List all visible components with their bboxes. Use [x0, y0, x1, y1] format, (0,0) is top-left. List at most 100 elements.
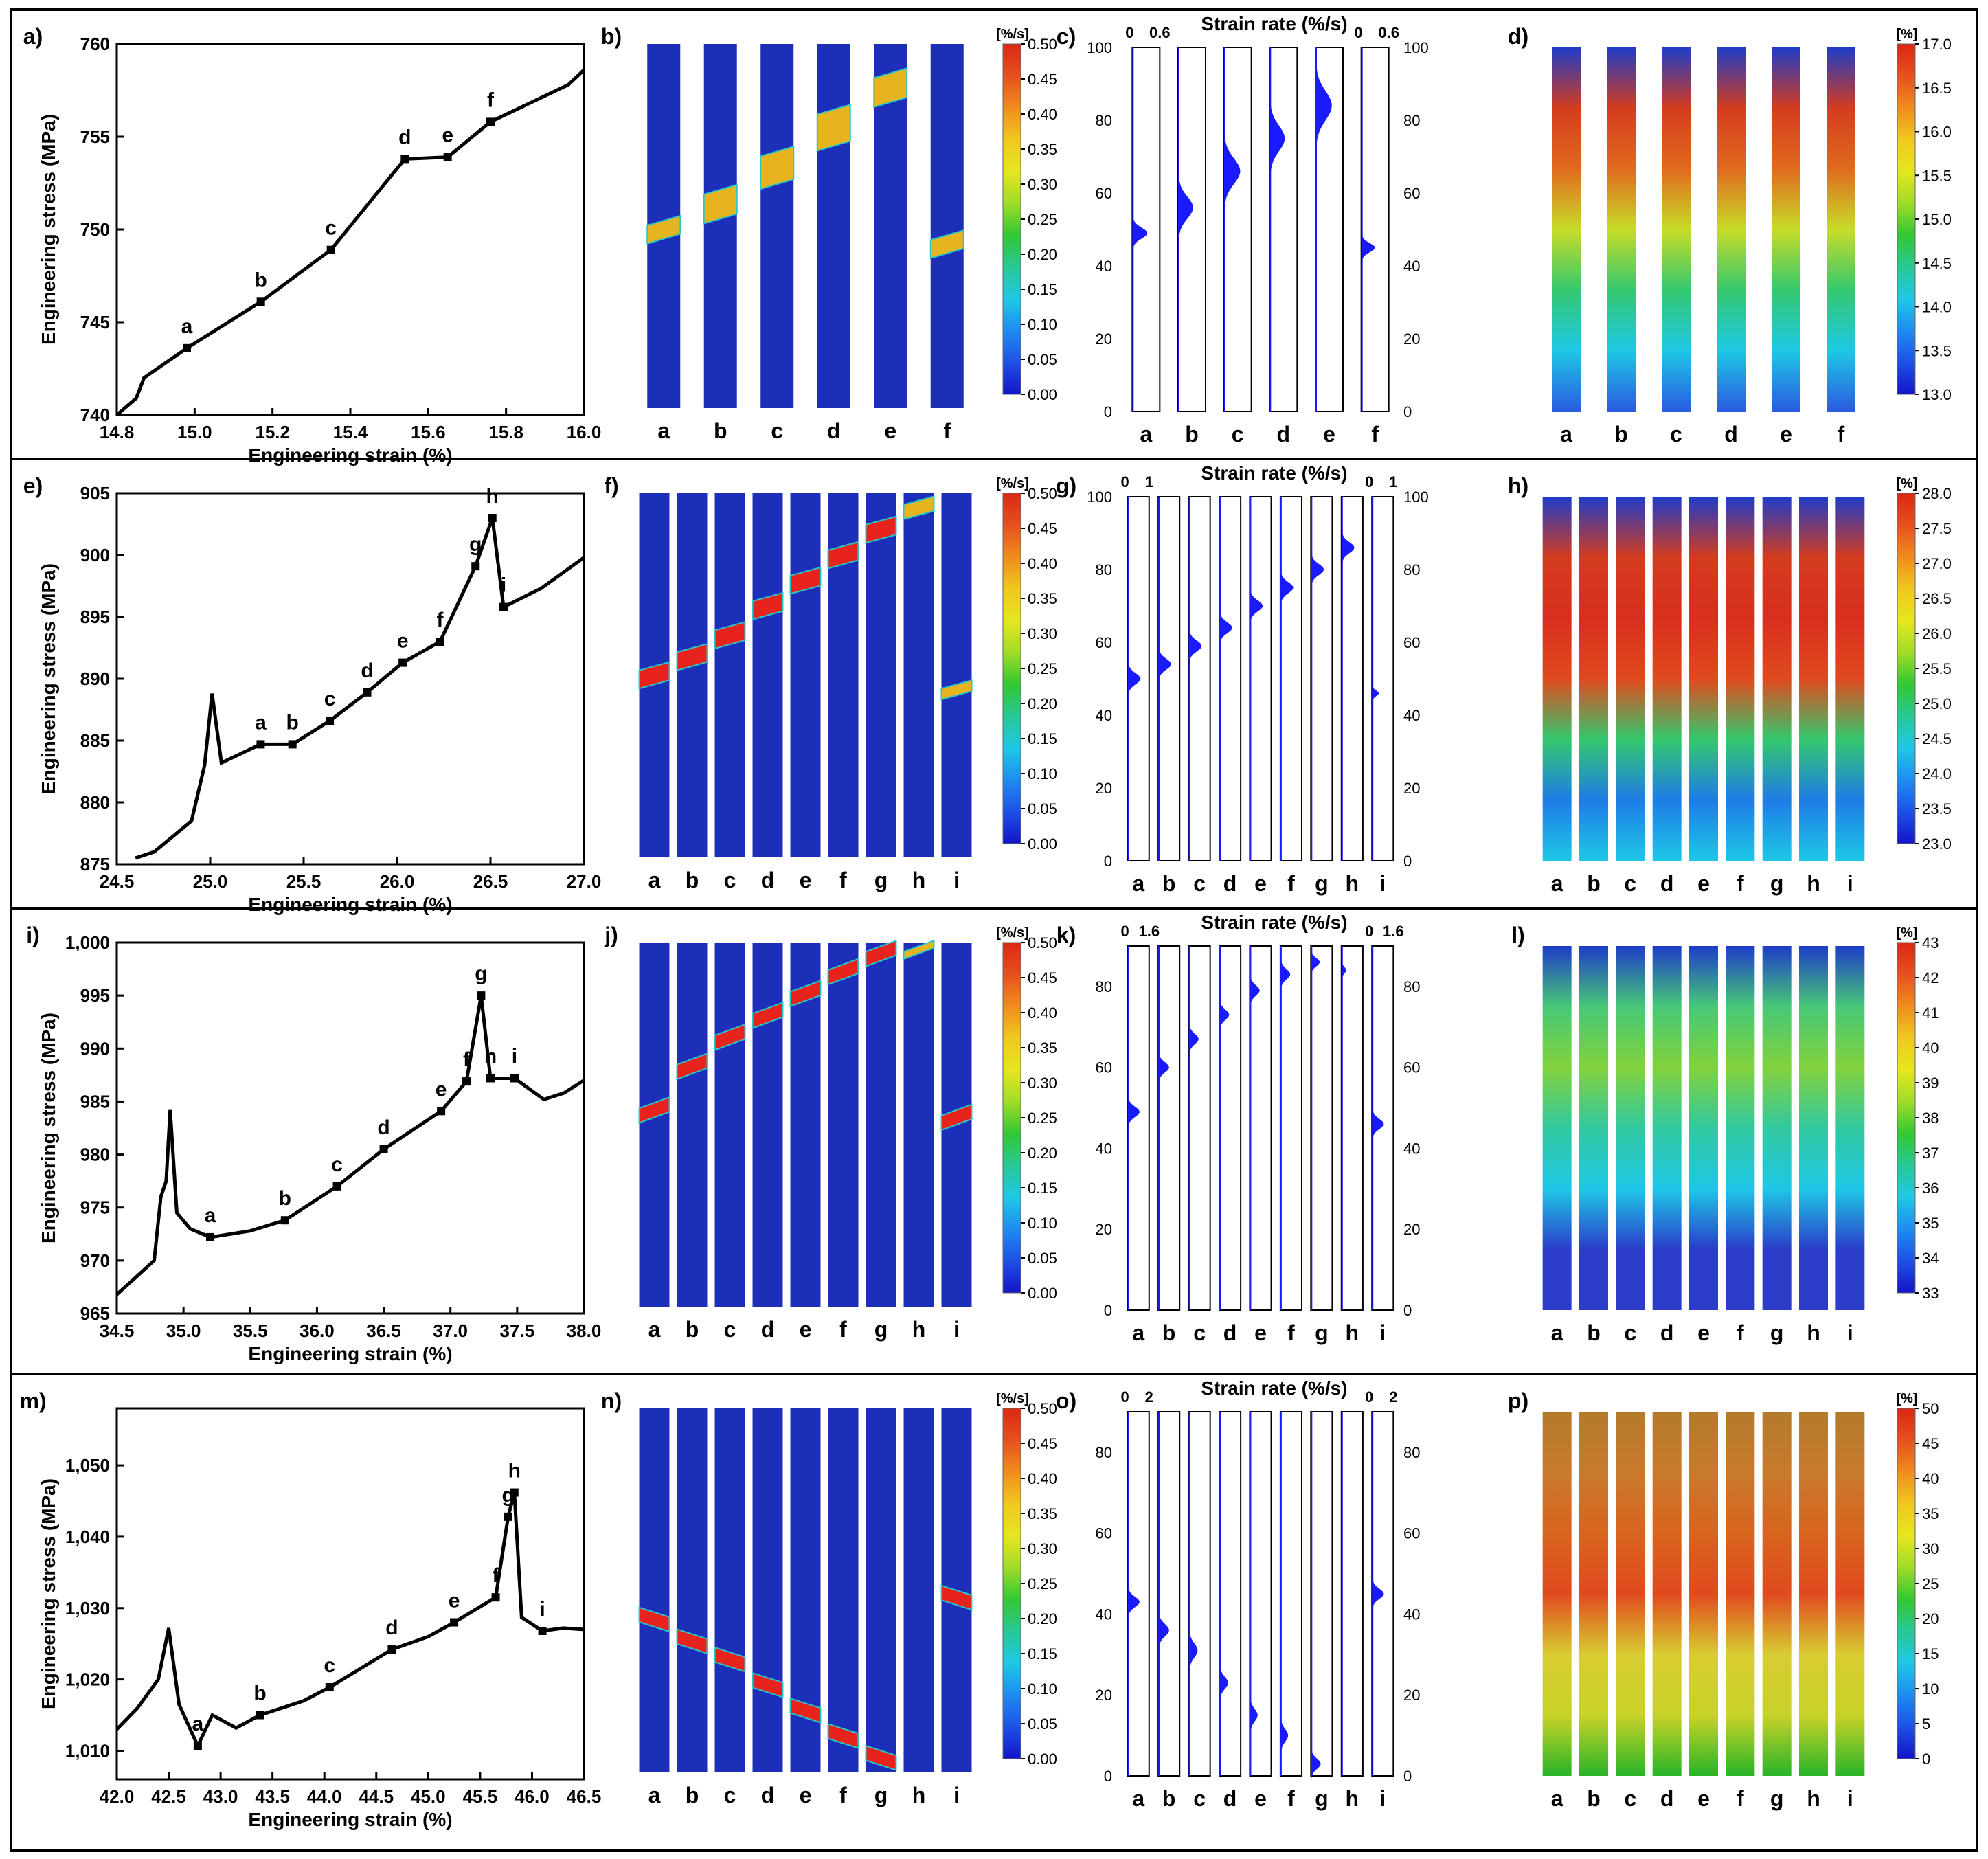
profile-y-label-right: 100: [1403, 488, 1429, 506]
profile-box-i: [1371, 496, 1394, 861]
strain-colorbar-label: 34: [1922, 1250, 1939, 1267]
rate-colorbar-label: 0.25: [1028, 1575, 1057, 1592]
profile-y-label-right: 80: [1403, 112, 1420, 129]
strain-colorbar-label: 43: [1922, 934, 1939, 951]
column-label: h: [912, 868, 926, 892]
stress-strain-chart: 24.5 25.0 25.5 26.0 26.5 27.0 875 880 885 890 895 9…: [23, 473, 602, 915]
strain-strip-g: [1762, 946, 1792, 1310]
y-tick-label: 890: [80, 668, 110, 689]
profile-y-label-right: 40: [1403, 258, 1420, 275]
column-label: e: [800, 1317, 812, 1342]
profile-peak-b: [1179, 153, 1193, 262]
data-point-label: h: [486, 485, 499, 508]
column-label: i: [1847, 871, 1853, 896]
panel-label-curve: e): [23, 473, 43, 498]
profile-y-label-right: 100: [1403, 39, 1429, 56]
data-point-label: c: [324, 1654, 335, 1677]
plot-frame: [115, 1407, 585, 1781]
strain-rate-map: f) a b c d e f g h i [%/s]0.50 0.45 0.40 0.35 0.30 0.25…: [604, 473, 1057, 892]
profile-box-h: [1340, 496, 1364, 861]
data-point-f: [491, 1593, 500, 1602]
rate-colorbar-label: 0.00: [1028, 386, 1057, 403]
strain-colorbar-label: 27.5: [1922, 520, 1952, 537]
profile-box-b: [1157, 945, 1181, 1311]
profile-box-g: [1310, 1411, 1333, 1777]
rate-band-g: [865, 939, 897, 967]
profile-box-c: [1188, 945, 1211, 1311]
column-label: i: [953, 1317, 960, 1342]
profile-y-label: 0: [1104, 1768, 1112, 1785]
stress-curve: [135, 517, 585, 860]
data-point-label: g: [475, 962, 487, 985]
data-point-label: c: [325, 217, 337, 240]
data-point-a: [256, 740, 265, 749]
data-point-a: [183, 343, 191, 352]
rate-band-a: [646, 214, 681, 245]
profile-y-label-right: 0: [1403, 1302, 1412, 1319]
data-point-label: e: [436, 1078, 447, 1101]
rate-colorbar-label: 0.00: [1028, 1750, 1057, 1768]
column-label: h: [1807, 871, 1820, 896]
strain-strip-g: [1762, 1412, 1792, 1776]
profile-y-label-right: 40: [1403, 1606, 1420, 1623]
profile-peak-d: [1220, 989, 1230, 1040]
rate-colorbar-label: 0.15: [1028, 1180, 1057, 1197]
profile-y-label: 60: [1096, 634, 1112, 651]
data-point-label: d: [377, 1116, 389, 1139]
profile-box-b: [1157, 496, 1181, 861]
profile-y-label: 20: [1096, 780, 1112, 797]
strain-colorbar-unit: [%]: [1896, 476, 1917, 491]
panel-label-rate-profile: k): [1057, 923, 1076, 947]
column-label: g: [874, 1317, 888, 1342]
y-tick-label: 995: [80, 985, 110, 1006]
profile-y-label: 60: [1096, 1525, 1112, 1542]
profile-scale-right-max: 1.6: [1383, 923, 1404, 940]
profile-peak-g: [1311, 1738, 1321, 1790]
data-point-label: e: [449, 1590, 460, 1612]
data-point-b: [256, 297, 265, 306]
rate-colorbar-label: 0.35: [1028, 1039, 1057, 1057]
data-point-h: [510, 1488, 519, 1497]
strain-colorbar-label: 40: [1922, 1470, 1939, 1487]
rate-band-f: [929, 229, 964, 260]
x-tick-label: 45.0: [411, 1786, 446, 1807]
strain-strip-c: [1616, 946, 1645, 1310]
column-label: f: [1737, 1786, 1744, 1811]
rate-colorbar-label: 0.50: [1028, 1400, 1057, 1417]
profile-box-c: [1223, 47, 1252, 412]
rate-strip-c: [714, 493, 745, 857]
strain-colorbar-label: 50: [1922, 1400, 1939, 1417]
column-label: i: [1847, 1320, 1853, 1345]
profile-peak-b: [1159, 1599, 1169, 1661]
column-label: i: [1847, 1786, 1853, 1811]
profile-box-h: [1340, 1411, 1364, 1777]
column-label: d: [1660, 1320, 1674, 1345]
y-tick-label: 740: [80, 405, 110, 425]
y-tick-label: 1,050: [65, 1455, 110, 1476]
data-point-b: [280, 1216, 289, 1225]
profile-peak-f: [1362, 225, 1375, 271]
profile-y-label-right: 20: [1403, 330, 1420, 348]
plot-frame: [115, 492, 585, 866]
strain-strip-c: [1616, 497, 1645, 861]
column-label: h: [912, 1317, 926, 1342]
rate-colorbar-label: 0.45: [1028, 520, 1057, 537]
x-tick-label: 26.0: [380, 871, 415, 892]
profile-peak-f: [1280, 1704, 1289, 1766]
column-label: b: [686, 1317, 699, 1342]
profile-box-b: [1177, 47, 1206, 412]
strain-strip-a: [1542, 497, 1572, 861]
rate-colorbar-label: 0.25: [1028, 660, 1057, 677]
profile-peak-a: [1128, 1576, 1140, 1627]
column-label: d: [1660, 871, 1674, 896]
profile-scale-left-max: 0.6: [1149, 24, 1171, 41]
profile-box-e: [1249, 945, 1272, 1311]
profile-scale-right-min: 0: [1355, 24, 1363, 41]
strain-colorbar-label: 15.0: [1922, 211, 1952, 228]
panel-label-strain-map: h): [1508, 473, 1528, 498]
strain-colorbar-label: 38: [1922, 1109, 1939, 1127]
strain-colorbar-label: 17.0: [1922, 36, 1952, 53]
x-tick-label: 25.5: [286, 871, 321, 892]
column-label: f: [1287, 1786, 1295, 1811]
rate-strip-f: [828, 1408, 859, 1772]
